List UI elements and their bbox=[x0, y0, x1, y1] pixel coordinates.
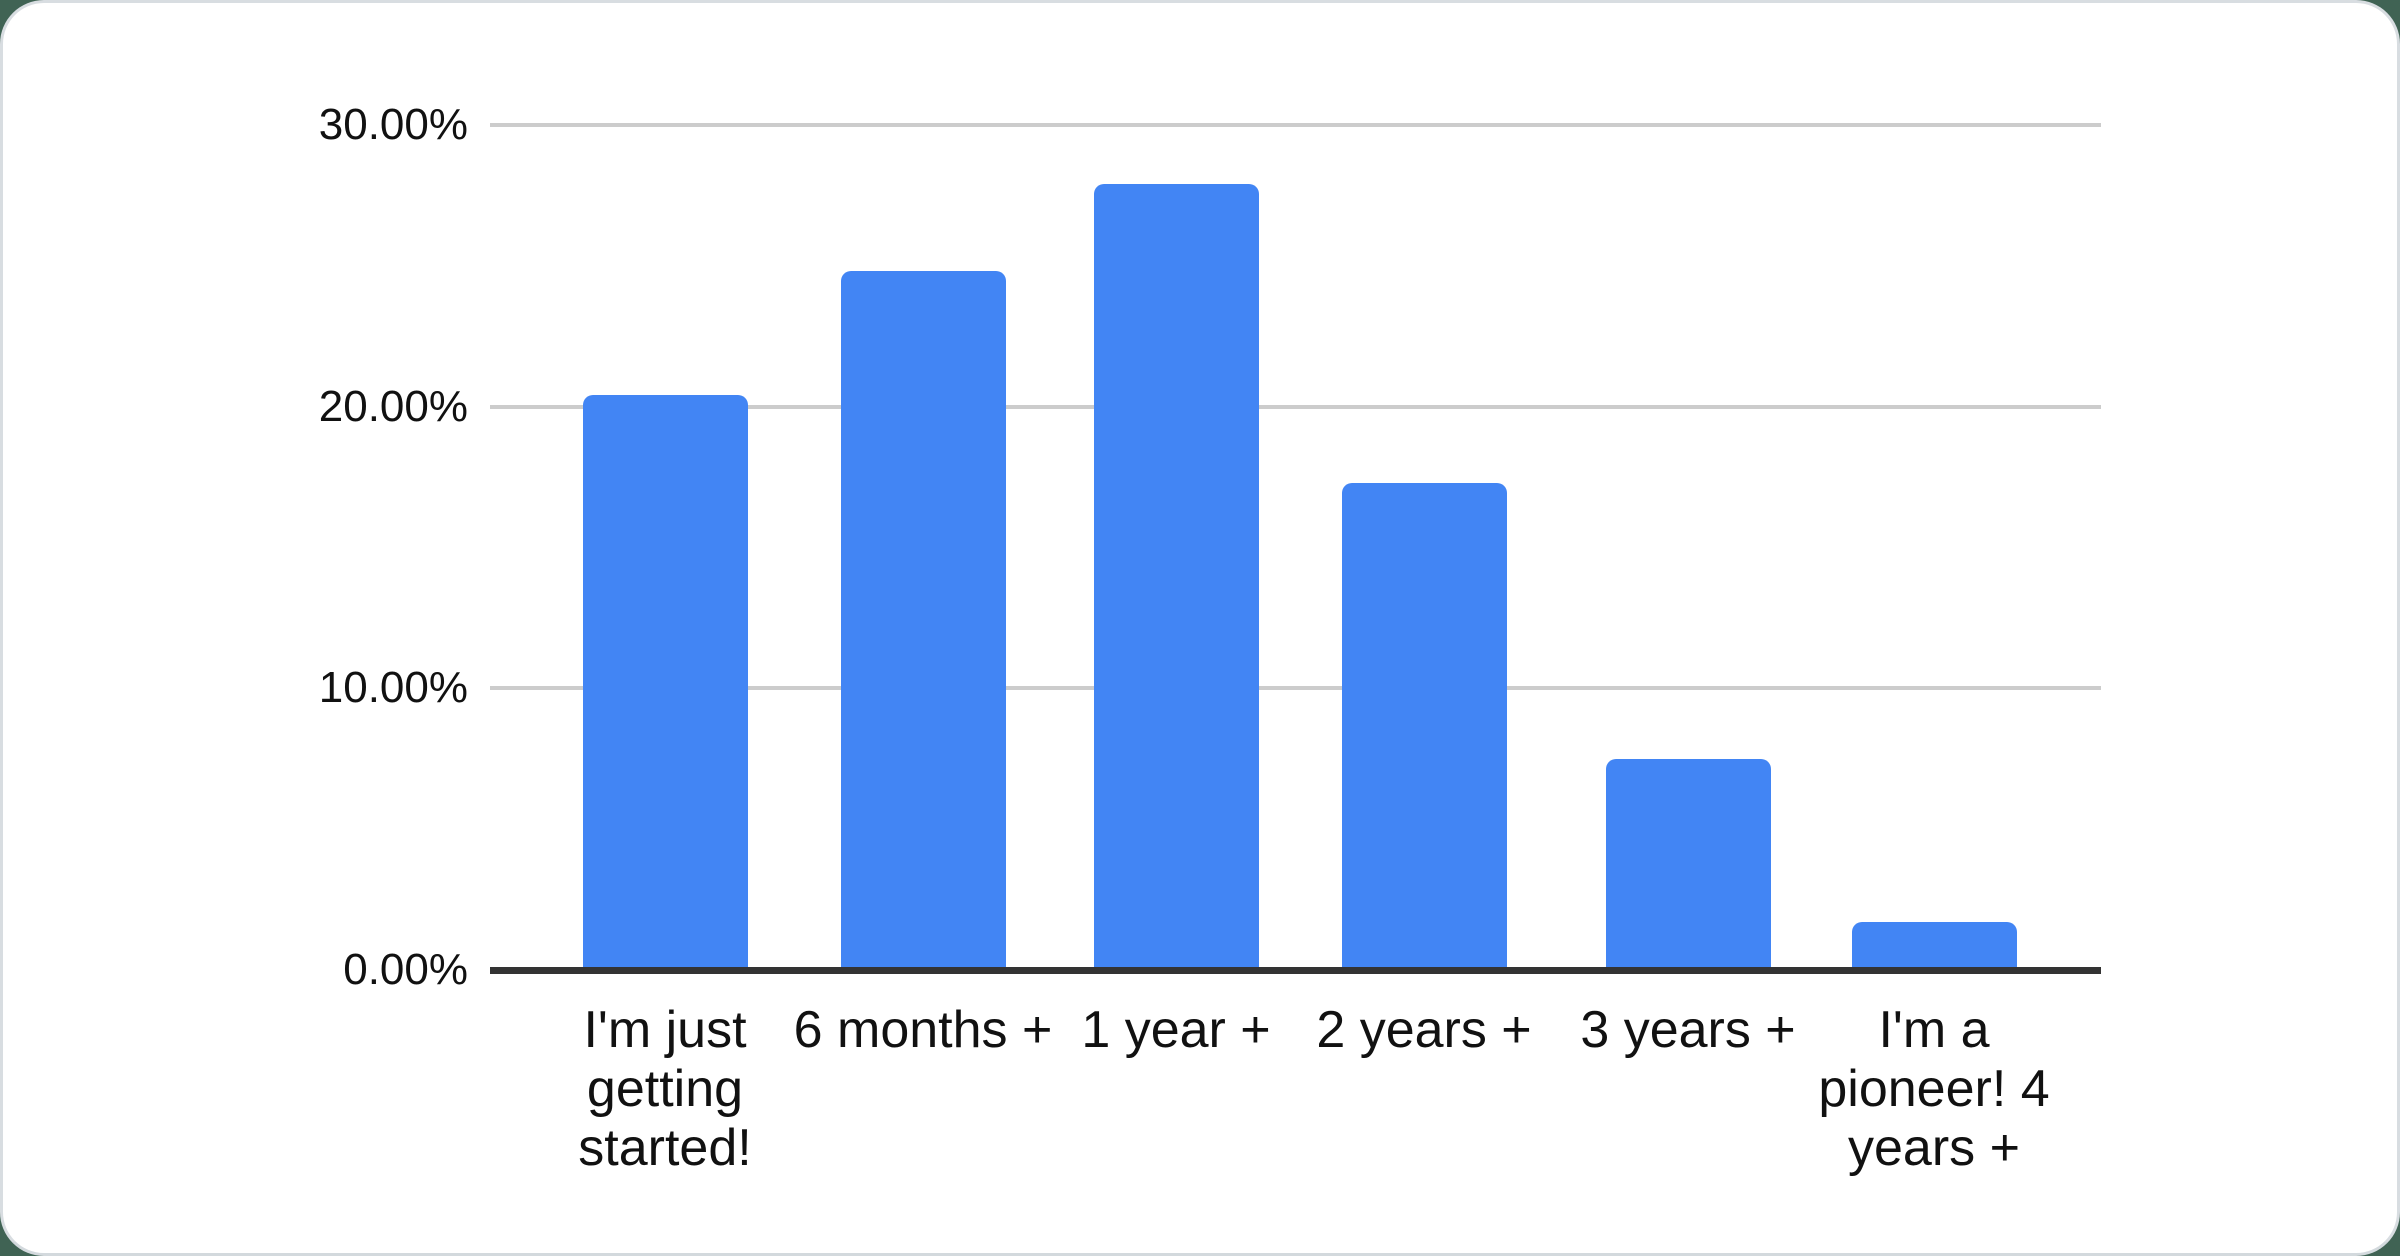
chart-bar-4[interactable] bbox=[1341, 482, 1507, 970]
y-axis-tick-label: 30.00% bbox=[318, 100, 468, 149]
x-axis-line bbox=[490, 967, 2101, 974]
chart-bar-5[interactable] bbox=[1605, 758, 1771, 970]
gridline-30 bbox=[490, 123, 2101, 127]
chart-bar-1[interactable] bbox=[582, 395, 748, 970]
x-axis-category-label: 2 years + bbox=[1316, 1001, 1532, 1059]
x-axis-category-label: I'm a pioneer! 4 years + bbox=[1818, 1001, 2050, 1177]
y-axis-tick-label: 0.00% bbox=[343, 945, 468, 994]
x-axis-category-label: 3 years + bbox=[1580, 1001, 1796, 1059]
x-axis-category-label: 6 months + bbox=[793, 1001, 1053, 1059]
x-axis-category-label: 1 year + bbox=[1081, 1001, 1271, 1059]
chart-bar-6[interactable] bbox=[1851, 922, 2017, 970]
gridline-20 bbox=[490, 404, 2101, 409]
gridline-10 bbox=[490, 686, 2101, 691]
bar-chart: 30.00% 20.00% 10.00% 0.00% I'm just getting … bbox=[3, 3, 2397, 1253]
chart-bar-2[interactable] bbox=[840, 271, 1006, 970]
y-axis-tick-label: 10.00% bbox=[318, 663, 468, 713]
y-axis-tick-label: 20.00% bbox=[318, 381, 468, 431]
chart-bar-3[interactable] bbox=[1093, 184, 1259, 970]
x-axis-category-label: I'm just getting started! bbox=[578, 1001, 752, 1177]
